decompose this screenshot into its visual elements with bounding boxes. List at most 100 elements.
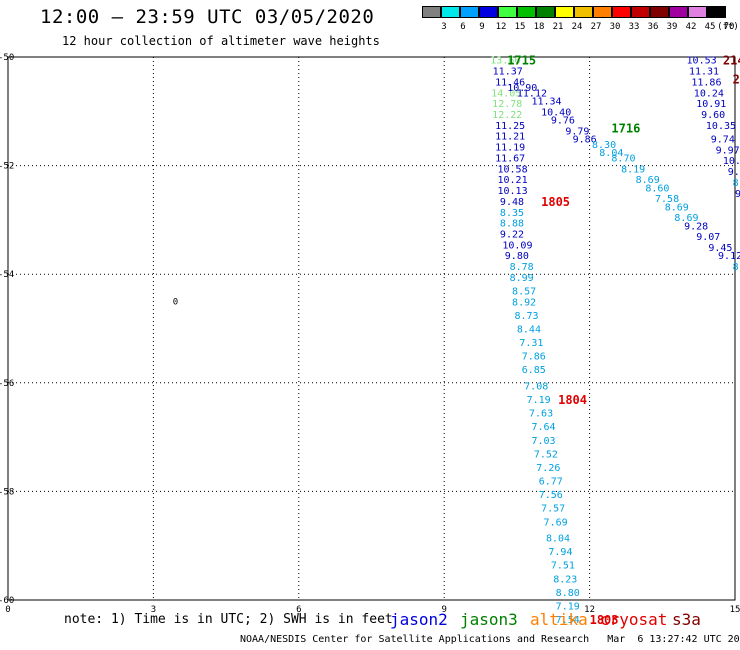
wave-height-value: 8.80 xyxy=(556,588,580,599)
wave-height-value: 11.37 xyxy=(493,67,523,78)
page-title: 12:00 – 23:59 UTC 03/05/2020 xyxy=(40,6,375,28)
wave-height-value: 7.56 xyxy=(539,490,563,501)
plot-frame xyxy=(7,56,736,601)
legend-swatch xyxy=(707,6,726,18)
mission-label-cryosat: cryosat xyxy=(600,610,668,629)
y-tick-label: -58 xyxy=(0,487,14,497)
legend-swatch xyxy=(460,6,479,18)
legend-label: 24 xyxy=(571,22,583,32)
wave-height-value: 12.78 xyxy=(492,99,522,110)
wave-height-value: 8.69 xyxy=(665,202,689,213)
legend-swatch xyxy=(574,6,593,18)
pass-time-label: 214 xyxy=(733,73,740,87)
pass-time-label: 2147 xyxy=(723,54,740,68)
wave-height-value: 6.85 xyxy=(522,365,546,376)
mission-label-s3a: s3a xyxy=(672,610,701,629)
wave-height-value: 7.03 xyxy=(531,436,555,447)
legend-label: 36 xyxy=(647,22,659,32)
wave-height-value: 8.04 xyxy=(546,534,570,545)
x-tick-label: 3 xyxy=(151,605,156,615)
x-tick-label: 9 xyxy=(441,605,446,615)
y-tick-label: -52 xyxy=(0,162,14,172)
wave-height-value: 10.91 xyxy=(696,99,726,110)
page-subtitle: 12 hour collection of altimeter wave hei… xyxy=(62,34,380,48)
y-tick-label: -56 xyxy=(0,379,14,389)
pass-time-label: 1803 xyxy=(590,613,619,627)
wave-height-value: 9.74 xyxy=(711,134,735,145)
wave-height-value: 8.35 xyxy=(500,208,524,219)
wave-height-value: 10.13 xyxy=(498,186,528,197)
wave-height-value: 8.99 xyxy=(510,273,534,284)
x-tick-label: 15 xyxy=(730,605,740,615)
wave-height-value: 11.34 xyxy=(531,96,561,107)
wave-height-value: 8.88 xyxy=(500,219,524,230)
x-tick-label: 0 xyxy=(5,605,10,615)
y-tick-label: -50 xyxy=(0,53,14,63)
legend-swatch xyxy=(669,6,688,18)
mission-label-jason3: jason3 xyxy=(460,610,518,629)
wave-height-value: 10.09 xyxy=(502,240,532,251)
wave-height-value: 7.58 xyxy=(655,194,679,205)
wave-height-value: 7.19 xyxy=(527,395,551,406)
legend-label: 18 xyxy=(533,22,545,32)
legend-label: 21 xyxy=(552,22,564,32)
wave-height-value: 11.31 xyxy=(689,67,719,78)
wave-height-value: 9.45 xyxy=(708,243,732,254)
wave-height-value: 8.69 xyxy=(636,175,660,186)
wave-height-value: 10.24 xyxy=(694,88,724,99)
wave-height-value: 10.58 xyxy=(498,164,528,175)
legend-label: 42 xyxy=(685,22,697,32)
wave-height-value: 12.22 xyxy=(492,110,522,121)
legend-swatch xyxy=(593,6,612,18)
pass-time-label: 1715 xyxy=(507,54,536,68)
legend-swatch xyxy=(517,6,536,18)
wave-height-value: 9.48 xyxy=(500,197,524,208)
wave-height-value: 7.54 xyxy=(556,615,580,626)
wave-height-value: 14.05 xyxy=(491,88,521,99)
pass-time-label: 1716 xyxy=(611,122,640,136)
pass-time-label: 1804 xyxy=(558,393,587,407)
y-tick-label: -60 xyxy=(0,596,14,606)
wave-height-value: 10.48 xyxy=(723,156,740,167)
legend-swatch xyxy=(479,6,498,18)
legend-label: 3 xyxy=(441,22,447,32)
land-marker: 0 xyxy=(173,297,178,307)
wave-height-value: 8.23 xyxy=(553,574,577,585)
legend-label: 9 xyxy=(479,22,485,32)
wave-height-value: 8.57 xyxy=(512,286,536,297)
wave-height-value: 8.92 xyxy=(512,297,536,308)
wave-height-value: 9.60 xyxy=(701,110,725,121)
wave-height-value: 11.86 xyxy=(691,77,721,88)
note-text: note: 1) Time is in UTC; 2) SWH is in fe… xyxy=(64,612,393,627)
pass-time-label: 1805 xyxy=(541,195,570,209)
wave-height-value: 9.97 xyxy=(716,145,740,156)
wave-height-value: 13.66 xyxy=(490,56,520,67)
wave-height-value: 7.08 xyxy=(524,382,548,393)
wave-height-value: 7.86 xyxy=(522,352,546,363)
wave-height-value: 8.78 xyxy=(510,262,534,273)
legend-label: 39 xyxy=(666,22,678,32)
legend-swatch xyxy=(441,6,460,18)
mission-label-jason2: jason2 xyxy=(390,610,448,629)
legend-swatch xyxy=(612,6,631,18)
wave-height-value: 7.57 xyxy=(541,504,565,515)
wave-height-value: 11.19 xyxy=(495,143,525,154)
wave-height-value: 9 xyxy=(735,189,740,200)
legend-label: 33 xyxy=(628,22,640,32)
wave-height-value: 8.70 xyxy=(611,153,635,164)
legend-swatch xyxy=(650,6,669,18)
wave-height-value: 11.21 xyxy=(495,132,525,143)
wave-height-value: 7.31 xyxy=(519,338,543,349)
wave-height-value: 7.69 xyxy=(544,517,568,528)
legend-label: 45 xyxy=(704,22,716,32)
wave-height-value: 10.35 xyxy=(706,121,736,132)
wave-height-value: 9.28 xyxy=(684,221,708,232)
wave-height-value: 8.0 xyxy=(733,178,740,189)
wave-height-value: 7.19 xyxy=(556,601,580,612)
wave-height-value: 7.94 xyxy=(548,547,572,558)
wave-height-value: 11.67 xyxy=(495,153,525,164)
x-tick-label: 12 xyxy=(584,605,595,615)
mission-label-altika: altika xyxy=(530,610,588,629)
wave-height-value: 7.63 xyxy=(529,409,553,420)
